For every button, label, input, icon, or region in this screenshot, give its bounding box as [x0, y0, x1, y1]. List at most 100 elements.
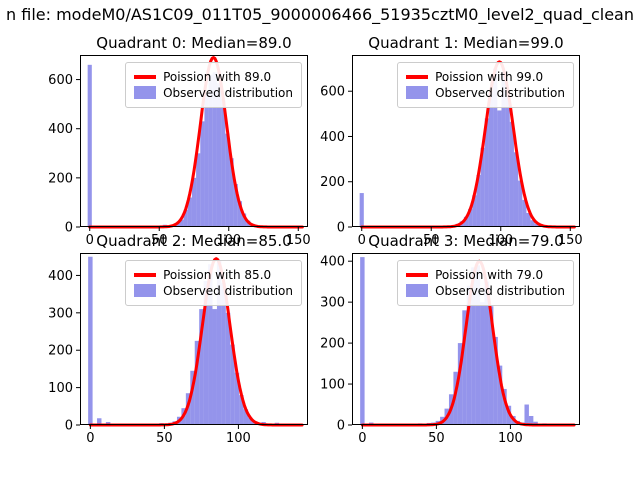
legend: Poission with 79.0 Observed distribution [397, 260, 574, 306]
histogram-bar [518, 180, 523, 227]
x-tick-label: 100 [226, 431, 251, 446]
legend-entry-poisson: Poission with 79.0 [406, 269, 565, 281]
histogram-bar [233, 184, 238, 227]
histogram-bar [480, 302, 485, 425]
legend-entry-poisson: Poission with 99.0 [406, 71, 565, 83]
legend: Poission with 99.0 Observed distribution [397, 62, 574, 108]
poisson-line-swatch [134, 75, 157, 79]
histogram-bar [212, 309, 217, 425]
legend-label: Poission with 85.0 [163, 268, 272, 282]
x-tick-label: 0 [86, 233, 94, 248]
y-tick-label: 200 [48, 171, 73, 186]
histogram-bar [194, 340, 200, 425]
histogram-bar [502, 388, 507, 425]
legend-entry-observed: Observed distribution [406, 86, 565, 99]
legend-label: Observed distribution [435, 283, 565, 298]
histogram-bar [239, 395, 244, 425]
legend-label: Observed distribution [163, 85, 293, 100]
histogram-bar [200, 121, 205, 227]
y-tick-label: 400 [320, 130, 345, 145]
axes-frame [352, 55, 580, 227]
subplot-title: Quadrant 0: Median=89.0 [96, 34, 292, 52]
histogram-bar [528, 415, 534, 425]
y-tick-label: 200 [320, 337, 345, 352]
histogram-bar [225, 133, 230, 227]
histogram-bar [472, 195, 477, 227]
observed-patch-swatch [406, 284, 429, 297]
legend-label: Poission with 99.0 [435, 70, 544, 84]
legend-entry-observed: Observed distribution [406, 284, 565, 297]
legend-label: Observed distribution [163, 283, 293, 298]
y-tick-label: 200 [320, 175, 345, 190]
x-tick-label: 100 [216, 233, 241, 248]
histogram-bar [221, 99, 226, 227]
histogram-bar [208, 74, 213, 227]
histogram-bar [522, 199, 527, 227]
observed-patch-swatch [406, 86, 429, 99]
axes-frame [80, 253, 308, 425]
x-tick-label: 50 [428, 431, 445, 446]
subplot-title: Quadrant 2: Median=85.0 [96, 232, 292, 250]
y-tick-label: 600 [320, 85, 345, 100]
histogram-bar [191, 177, 197, 227]
histogram-bar [530, 220, 535, 227]
figure-title: n file: modeM0/AS1C09_011T05_9000006466_… [6, 5, 634, 24]
poisson-line-swatch [134, 273, 157, 277]
y-tick-label: 0 [337, 419, 345, 434]
legend-label: Poission with 89.0 [163, 70, 272, 84]
histogram-bar [475, 265, 481, 425]
subplot-title: Quadrant 1: Median=99.0 [368, 34, 564, 52]
x-tick-label: 100 [498, 431, 523, 446]
x-tick-label: 100 [488, 233, 513, 248]
histogram-bar [199, 309, 204, 425]
histogram-plot-quadrant-0: 0 50 100 150 0 200 400 600 [48, 55, 311, 248]
poisson-line-swatch [406, 75, 429, 79]
histogram-bar [497, 110, 502, 227]
histogram-bar [212, 72, 217, 227]
histogram-bar [526, 212, 531, 227]
y-tick-label: 100 [320, 378, 345, 393]
histogram-bar [480, 147, 485, 227]
histogram-bar [462, 310, 467, 425]
x-tick-label: 50 [156, 431, 173, 446]
axes-frame [80, 55, 308, 227]
histogram-bar [359, 193, 364, 227]
observed-patch-swatch [134, 284, 157, 297]
histogram-bar [204, 94, 209, 227]
histogram-bar [248, 417, 253, 425]
subplot-quadrant-3: Quadrant 3: Median=79.0 0 50 100 0 100 200 300… [320, 232, 580, 446]
y-tick-label: 0 [65, 221, 73, 236]
histogram-bar [216, 83, 222, 227]
histogram-bar [229, 158, 234, 227]
legend-label: Observed distribution [435, 85, 565, 100]
histogram-bar [190, 370, 195, 425]
histogram-bar [97, 418, 102, 425]
histogram-bar [241, 213, 247, 227]
y-tick-label: 0 [337, 221, 345, 236]
y-tick-label: 400 [48, 269, 73, 284]
x-tick-label: 50 [423, 233, 440, 248]
legend-entry-poisson: Poission with 89.0 [134, 71, 293, 83]
observed-patch-swatch [134, 86, 157, 99]
x-tick-label: 0 [358, 431, 366, 446]
histogram-bar [533, 421, 538, 425]
histogram-bar [463, 216, 469, 227]
histogram-bar [216, 260, 222, 425]
histogram-bar [179, 219, 184, 227]
histogram-bar [234, 372, 240, 425]
axes-frame [352, 253, 580, 425]
histogram-bar [360, 257, 365, 425]
histogram-bar [513, 152, 519, 227]
histogram-bar [87, 64, 92, 227]
x-tick-label: 0 [358, 233, 366, 248]
y-tick-label: 400 [320, 255, 345, 270]
histogram-bar [225, 312, 231, 425]
histogram-bar [506, 405, 512, 425]
legend: Poission with 89.0 Observed distribution [125, 62, 302, 108]
x-tick-label: 0 [86, 431, 94, 446]
histogram-bar [183, 209, 188, 227]
histogram-plot-quadrant-3: 0 50 100 0 100 200 300 400 [320, 253, 580, 446]
y-tick-label: 100 [48, 381, 73, 396]
subplot-quadrant-2: Quadrant 2: Median=85.0 0 50 100 0 100 200 300… [48, 232, 308, 446]
histogram-plot-quadrant-1: 0 50 100 150 0 200 400 600 [320, 55, 583, 248]
